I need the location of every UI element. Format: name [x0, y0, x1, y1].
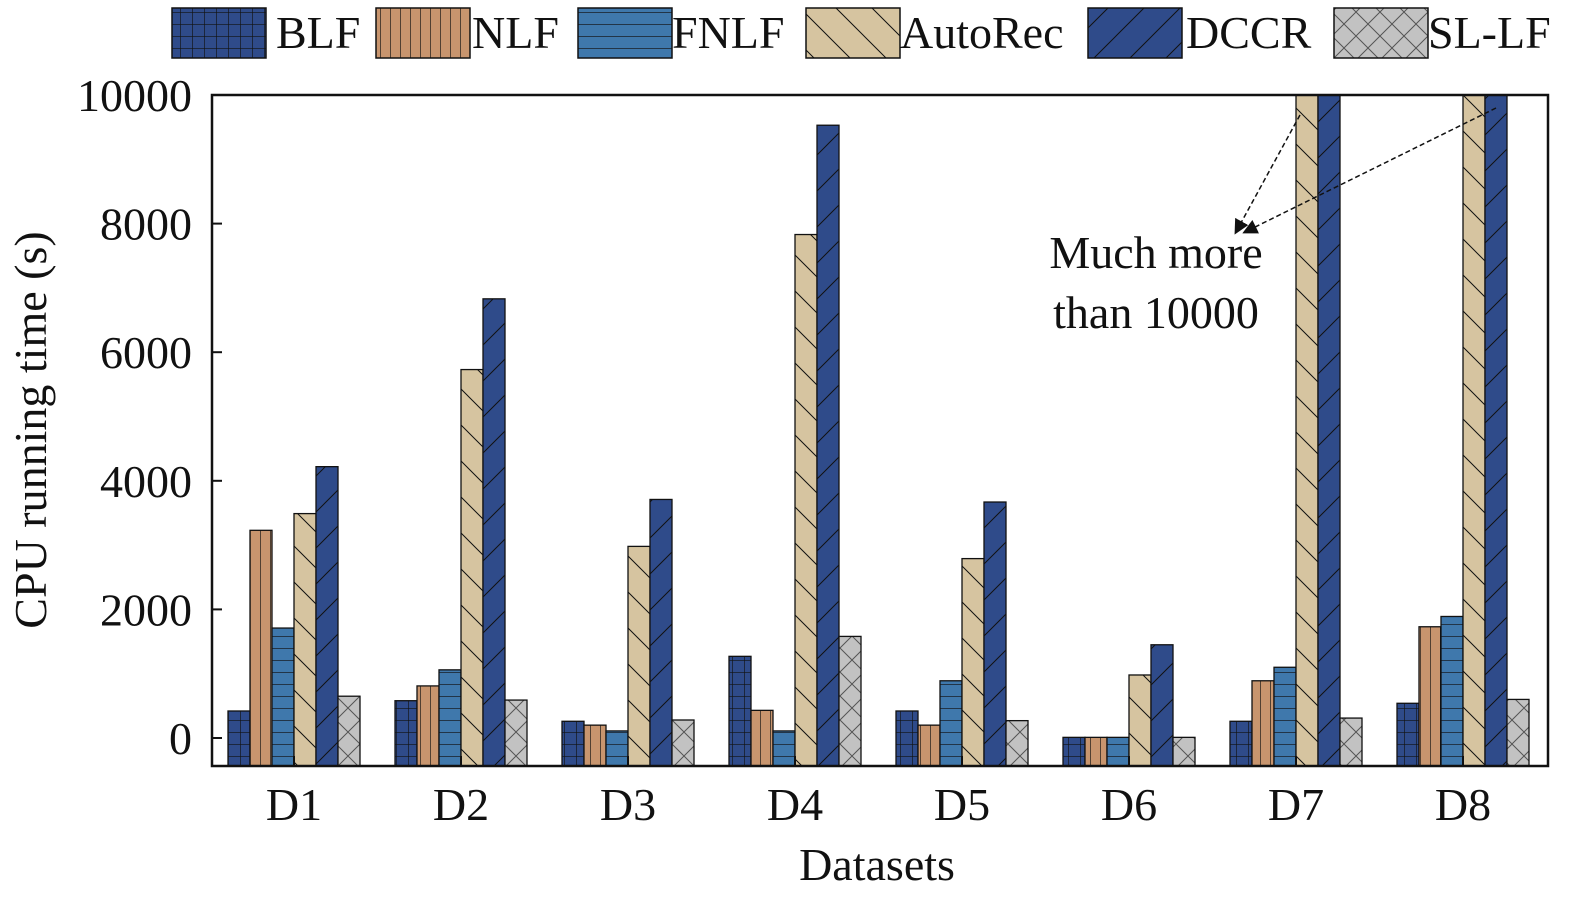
- bar-d2-sl-lf: [504, 699, 528, 767]
- bar-d1-autorec: [293, 512, 317, 767]
- bar-d8-blf: [1396, 702, 1420, 767]
- bar-d3-sl-lf: [671, 719, 695, 767]
- bar-d5-blf: [895, 710, 919, 767]
- bar-d8-autorec: [1462, 94, 1486, 767]
- bar-d8-fnlf: [1440, 615, 1464, 767]
- y-axis-title: CPU running time (s): [5, 231, 56, 628]
- bar-d2-autorec: [460, 368, 484, 767]
- bar-d6-sl-lf: [1172, 736, 1196, 767]
- legend-swatch-blf: [171, 7, 267, 59]
- annotation-text-line: than 10000: [1053, 287, 1259, 338]
- bar-d3-fnlf: [605, 730, 629, 767]
- bars: [227, 94, 1530, 767]
- legend-label-nlf: NLF: [472, 7, 559, 58]
- bar-d3-dccr: [649, 498, 673, 767]
- bar-d6-dccr: [1150, 644, 1174, 767]
- bar-d1-sl-lf: [337, 695, 361, 767]
- bar-d1-nlf: [249, 529, 273, 767]
- legend-swatch-dccr: [1087, 7, 1183, 59]
- legend-swatch-nlf: [375, 7, 471, 59]
- y-tick-label: 0: [169, 713, 192, 764]
- legend-swatch-sl-lf: [1333, 7, 1429, 59]
- bar-d6-fnlf: [1106, 736, 1130, 767]
- bar-d4-nlf: [750, 709, 774, 767]
- y-tick-label: 4000: [100, 456, 192, 507]
- bar-d5-autorec: [961, 557, 985, 767]
- legend-swatch-autorec: [805, 7, 901, 59]
- x-tick-label: D1: [266, 779, 322, 830]
- plot-frame: [210, 93, 1550, 768]
- bar-d1-dccr: [315, 466, 339, 767]
- bar-d7-autorec: [1295, 94, 1319, 767]
- bar-d5-sl-lf: [1005, 719, 1029, 767]
- bar-d1-blf: [227, 710, 251, 767]
- bar-d7-nlf: [1251, 680, 1275, 767]
- bar-d3-nlf: [583, 724, 607, 767]
- legend-label-fnlf: FNLF: [672, 7, 784, 58]
- x-axis-title: Datasets: [799, 839, 955, 890]
- x-tick-label: D4: [767, 779, 823, 830]
- bar-d4-blf: [728, 655, 752, 767]
- bar-d4-fnlf: [772, 730, 796, 767]
- bar-d5-nlf: [917, 724, 941, 767]
- x-tick-label: D8: [1435, 779, 1491, 830]
- bar-d6-nlf: [1084, 736, 1108, 767]
- bar-d5-fnlf: [939, 680, 963, 767]
- bar-d8-nlf: [1418, 626, 1442, 767]
- y-tick-label: 10000: [77, 70, 192, 121]
- bar-d1-fnlf: [271, 627, 295, 767]
- x-tick-label: D6: [1101, 779, 1157, 830]
- annotation-arrow-d7: [1234, 114, 1301, 235]
- bar-d7-sl-lf: [1339, 717, 1363, 767]
- bar-d3-blf: [561, 720, 585, 767]
- x-tick-label: D5: [934, 779, 990, 830]
- bar-d3-autorec: [627, 545, 651, 767]
- axes: 0 2000 4000 6000 8000 10000 D1 D2 D3 D4 D5 D6 D7 D8: [77, 70, 1550, 830]
- legend-label-blf: BLF: [276, 7, 360, 58]
- x-tick-label: D7: [1268, 779, 1324, 830]
- bar-d2-dccr: [482, 298, 506, 767]
- legend-label-autorec: AutoRec: [900, 7, 1064, 58]
- legend: BLF NLF FNLF AutoRec DCCR SL-LF: [171, 7, 1551, 59]
- bar-d5-dccr: [983, 501, 1007, 767]
- y-tick-label: 6000: [100, 327, 192, 378]
- annotation-arrow-d8: [1242, 107, 1497, 234]
- y-tick-label: 2000: [100, 584, 192, 635]
- bar-d2-blf: [394, 700, 418, 767]
- x-tick-label: D2: [433, 779, 489, 830]
- bar-d6-blf: [1062, 736, 1086, 767]
- y-tick-label: 8000: [100, 199, 192, 250]
- bar-d8-dccr: [1484, 94, 1508, 767]
- legend-label-sl-lf: SL-LF: [1428, 7, 1551, 58]
- bar-d8-sl-lf: [1506, 698, 1530, 767]
- x-tick-label: D3: [600, 779, 656, 830]
- bar-d2-nlf: [416, 685, 440, 767]
- bar-d7-fnlf: [1273, 666, 1297, 767]
- bar-d4-autorec: [794, 233, 818, 767]
- bar-d6-autorec: [1128, 674, 1152, 767]
- legend-swatch-fnlf: [577, 7, 673, 59]
- bar-d7-dccr: [1317, 94, 1341, 767]
- bar-d4-sl-lf: [838, 635, 862, 767]
- bar-d2-fnlf: [438, 669, 462, 767]
- legend-label-dccr: DCCR: [1186, 7, 1312, 58]
- annotation-text-line: Much more: [1049, 227, 1262, 278]
- bar-d4-dccr: [816, 124, 840, 767]
- bar-d7-blf: [1229, 720, 1253, 767]
- annotation: Much more than 10000: [1049, 107, 1497, 338]
